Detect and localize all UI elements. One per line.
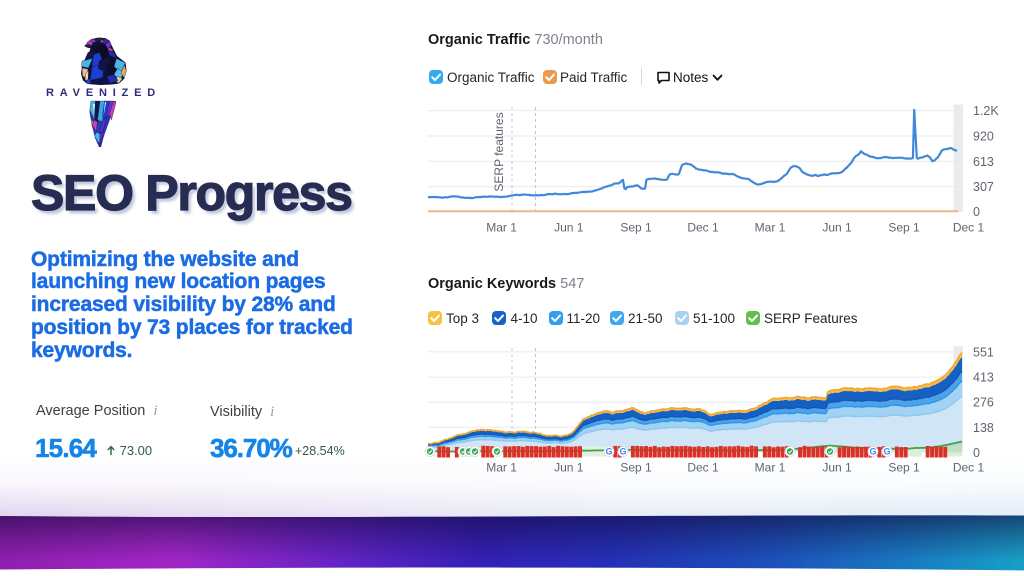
svg-text:Mar 1: Mar 1 xyxy=(486,461,517,475)
svg-text:Jun 1: Jun 1 xyxy=(822,221,852,235)
svg-text:138: 138 xyxy=(973,421,994,435)
svg-text:276: 276 xyxy=(973,396,994,410)
svg-text:0: 0 xyxy=(973,446,980,460)
svg-text:307: 307 xyxy=(973,180,994,194)
svg-text:920: 920 xyxy=(973,130,994,144)
svg-text:Dec 1: Dec 1 xyxy=(687,461,719,475)
svg-text:413: 413 xyxy=(973,371,994,385)
svg-text:Dec 1: Dec 1 xyxy=(687,221,719,235)
svg-text:Mar 1: Mar 1 xyxy=(755,221,786,235)
svg-text:613: 613 xyxy=(973,155,994,169)
svg-text:G: G xyxy=(869,447,876,457)
svg-text:Jun 1: Jun 1 xyxy=(822,461,852,475)
svg-text:Sep 1: Sep 1 xyxy=(888,461,920,475)
svg-text:G: G xyxy=(883,447,890,457)
svg-text:Dec 1: Dec 1 xyxy=(953,461,985,475)
svg-text:Dec 1: Dec 1 xyxy=(953,221,985,235)
svg-text:0: 0 xyxy=(973,205,980,219)
svg-text:Sep 1: Sep 1 xyxy=(888,221,920,235)
svg-text:Sep 1: Sep 1 xyxy=(620,461,652,475)
svg-text:Jun 1: Jun 1 xyxy=(554,461,584,475)
svg-text:SERP features: SERP features xyxy=(492,112,506,191)
svg-text:Jun 1: Jun 1 xyxy=(554,221,584,235)
svg-text:1.2K: 1.2K xyxy=(973,104,999,118)
svg-text:Sep 1: Sep 1 xyxy=(620,221,652,235)
svg-text:G: G xyxy=(619,447,626,457)
svg-text:Mar 1: Mar 1 xyxy=(755,461,786,475)
svg-text:G: G xyxy=(605,447,612,457)
svg-text:551: 551 xyxy=(973,345,994,359)
svg-text:Mar 1: Mar 1 xyxy=(486,221,517,235)
